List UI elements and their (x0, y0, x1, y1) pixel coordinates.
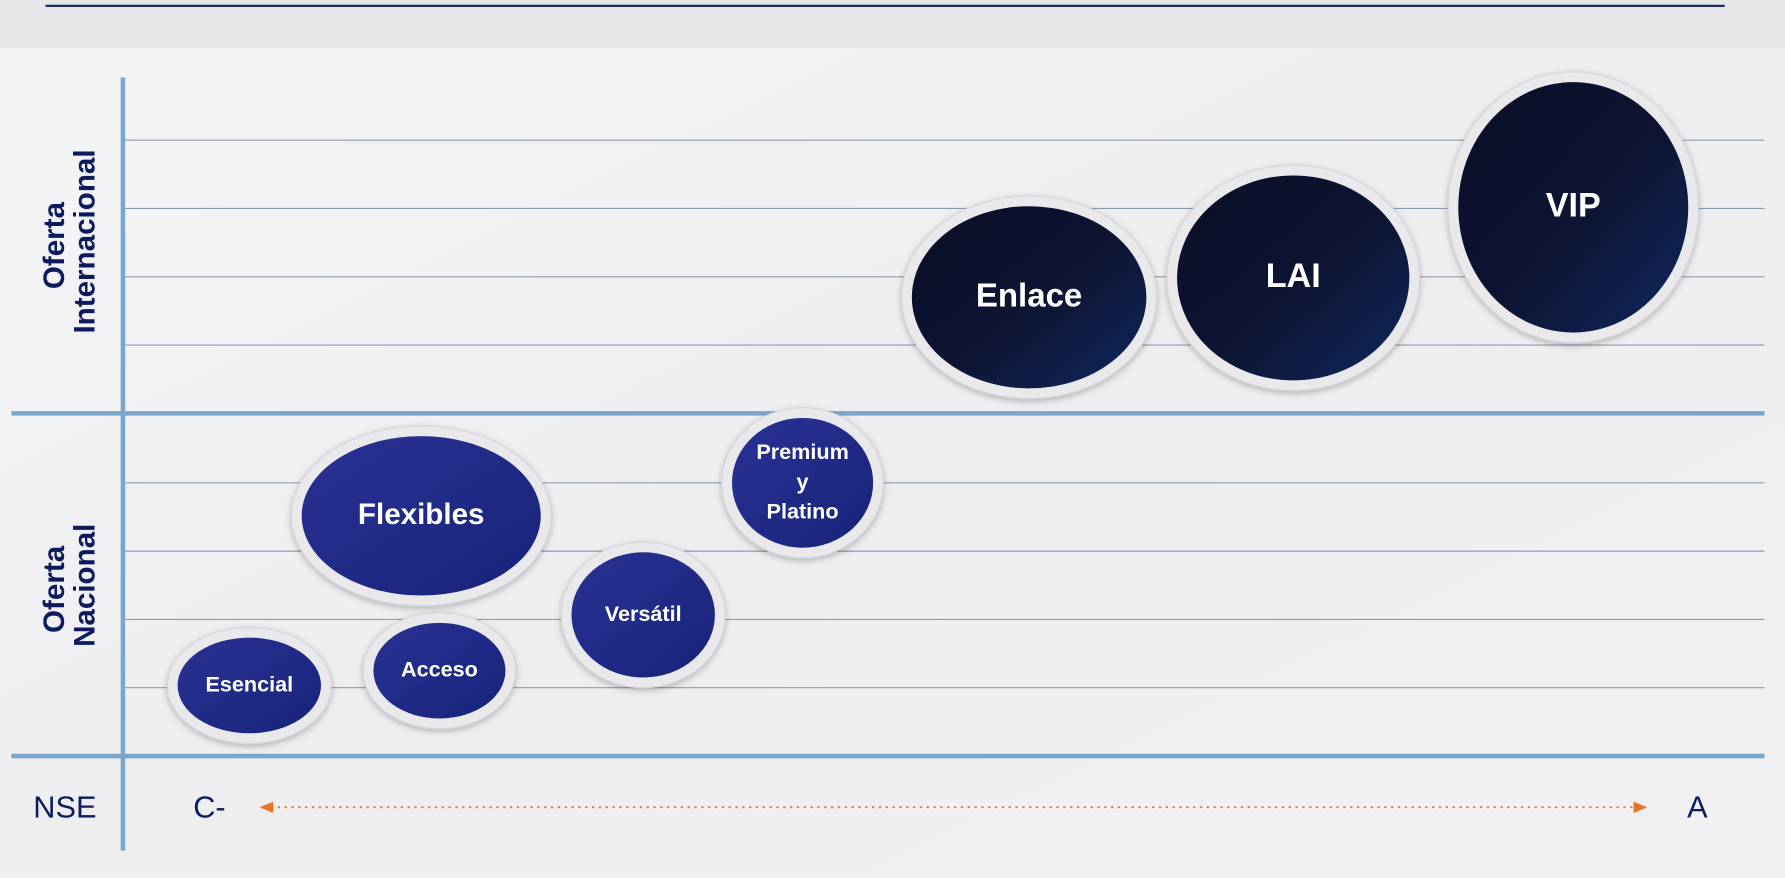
bubble: VIP (1447, 71, 1700, 344)
bubble-label-line: Acceso (401, 656, 478, 681)
bubble: Esencial (166, 626, 332, 745)
bubble-body (1177, 175, 1410, 381)
bubble-label: Versátil (605, 601, 682, 626)
bubble: Premium y Platino (721, 407, 884, 559)
bubble-label-line: VIP (1546, 186, 1601, 224)
bubble-body (373, 622, 506, 719)
x-axis-label: NSE (33, 790, 96, 825)
axis-title-line: Oferta (38, 545, 71, 633)
bubble-label-line: Esencial (205, 671, 293, 696)
x-axis-start: C- (193, 790, 225, 825)
bubble: Versátil (560, 541, 726, 689)
bubble-label-line: Enlace (976, 276, 1082, 313)
bubbles: Esencial Acceso Flexibles Versátil Premium y P… (166, 71, 1700, 745)
bubble-body (911, 206, 1147, 389)
bubble-label: LAI (1266, 257, 1321, 295)
axis-title-line: Oferta (38, 201, 71, 289)
bubble-label-line: Flexibles (358, 498, 485, 531)
bubble-body (731, 417, 874, 548)
bubble: Acceso (362, 612, 517, 730)
bubble-label-line: Premium (756, 439, 848, 464)
bubble-label-line: LAI (1266, 257, 1321, 295)
axis-title-line: Nacional (68, 524, 101, 647)
bubble: Enlace (901, 195, 1158, 400)
bubble-label: Esencial (205, 671, 293, 696)
bubble-body (571, 552, 715, 678)
bubble: LAI (1166, 164, 1421, 392)
axis-title: Oferta Nacional (38, 524, 102, 647)
bubble-label: VIP (1546, 186, 1601, 224)
bubble-label-line: y (797, 469, 809, 494)
arrow-head (1633, 801, 1648, 813)
bubble-label-line: Platino (767, 498, 839, 523)
axis-title: Oferta Internacional (38, 149, 102, 333)
bubble-body (301, 436, 541, 596)
bubble-label-line: Versátil (605, 601, 682, 626)
bubble: Flexibles (290, 425, 552, 607)
frame (11, 77, 1765, 851)
x-axis-end: A (1687, 790, 1708, 825)
arrow-head (259, 801, 274, 813)
bubble-label: Premium y Platino (756, 439, 848, 524)
bubble-label: Enlace (976, 276, 1082, 313)
bubble-label: Acceso (401, 656, 478, 681)
axis-title-line: Internacional (68, 149, 101, 333)
top-band (0, 0, 1785, 48)
bubble-body (1458, 82, 1689, 333)
bubble-label: Flexibles (358, 498, 485, 531)
bubble-body (177, 637, 322, 734)
